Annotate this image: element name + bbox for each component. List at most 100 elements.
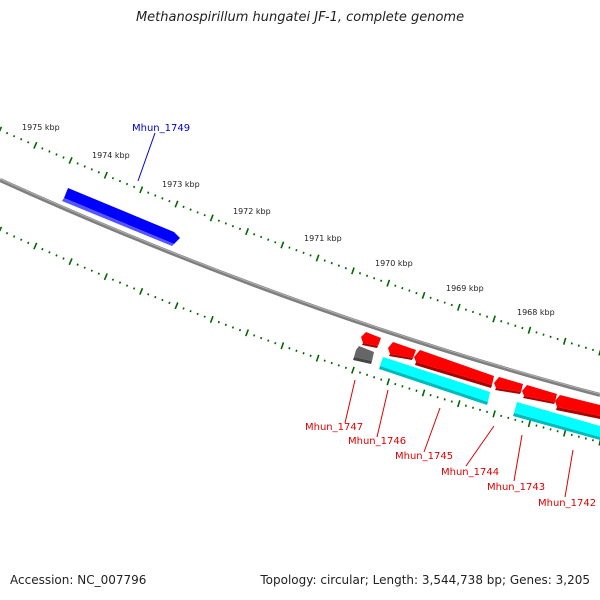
minor-tick <box>12 235 16 238</box>
minor-tick <box>154 194 157 197</box>
minor-tick <box>443 398 446 401</box>
genome-backbone-highlight <box>0 178 600 395</box>
minor-tick <box>90 168 93 171</box>
gene-mhun-1749[interactable] <box>62 188 180 246</box>
minor-tick <box>76 263 79 266</box>
minor-tick <box>556 337 559 341</box>
minor-tick <box>450 303 453 307</box>
minor-tick <box>182 205 185 209</box>
minor-tick <box>309 254 312 257</box>
minor-tick <box>478 408 482 412</box>
minor-tick <box>97 171 100 174</box>
minor-tick <box>111 278 115 281</box>
minor-tick <box>260 336 263 340</box>
gene-label-mhun-1746[interactable]: Mhun_1746 <box>348 436 406 447</box>
minor-tick <box>161 197 164 200</box>
minor-tick <box>48 251 51 254</box>
minor-tick <box>182 307 185 310</box>
label-leaders <box>137 132 574 498</box>
minor-tick <box>471 310 475 314</box>
major-tick <box>386 378 391 386</box>
minor-tick <box>295 249 298 252</box>
minor-tick <box>132 185 136 189</box>
genome-summary: Topology: circular; Length: 3,544,738 bp… <box>260 573 590 587</box>
minor-tick <box>62 257 65 260</box>
major-tick <box>0 126 3 132</box>
minor-tick <box>5 231 9 235</box>
major-tick <box>421 291 426 299</box>
minor-tick <box>577 435 580 438</box>
scale-label-1968: 1968 kbp <box>517 308 555 317</box>
minor-tick <box>358 272 362 275</box>
gene-mhun-1746[interactable] <box>388 342 416 360</box>
rna-feature[interactable] <box>353 346 374 364</box>
minor-tick <box>217 320 220 324</box>
gene-mhun-1742[interactable] <box>555 395 600 419</box>
minor-tick <box>196 211 199 214</box>
minor-tick <box>549 335 552 339</box>
minor-tick <box>429 393 432 397</box>
minor-tick <box>27 141 30 144</box>
cds-feature-1[interactable] <box>379 357 490 405</box>
major-tick <box>33 141 38 149</box>
gene-mhun-1744[interactable] <box>494 377 523 394</box>
gene-label-mhun-1744[interactable]: Mhun_1744 <box>441 467 499 478</box>
gene-labels: Mhun_1749 Mhun_1747 Mhun_1746 Mhun_1745 … <box>132 123 596 509</box>
major-tick <box>315 254 320 262</box>
minor-tick <box>408 289 411 292</box>
minor-tick <box>507 416 510 420</box>
major-tick <box>492 410 496 418</box>
major-tick <box>386 279 391 287</box>
minor-tick <box>584 346 587 349</box>
minor-tick <box>55 254 58 257</box>
cds-feature-2[interactable] <box>513 402 600 440</box>
minor-tick <box>238 227 242 231</box>
minor-tick <box>295 349 298 352</box>
minor-tick <box>217 219 220 222</box>
minor-tick <box>486 410 489 414</box>
major-tick <box>351 366 355 374</box>
minor-tick <box>83 266 86 269</box>
minor-tick <box>12 134 16 138</box>
major-tick <box>174 302 179 310</box>
major-tick <box>351 267 355 275</box>
major-tick <box>527 420 532 428</box>
minor-tick <box>542 426 545 429</box>
gene-mhun-1743[interactable] <box>522 385 557 404</box>
minor-tick <box>415 389 418 392</box>
major-tick <box>209 315 214 323</box>
gene-mhun-1745[interactable] <box>414 350 494 388</box>
gene-label-mhun-1749[interactable]: Mhun_1749 <box>132 123 190 134</box>
major-tick <box>527 326 532 334</box>
major-tick <box>421 389 426 397</box>
gene-label-mhun-1747[interactable]: Mhun_1747 <box>305 422 363 433</box>
minor-tick <box>189 309 192 313</box>
minor-tick <box>76 162 79 165</box>
gene-label-mhun-1745[interactable]: Mhun_1745 <box>395 451 453 462</box>
gene-label-mhun-1743[interactable]: Mhun_1743 <box>487 482 545 493</box>
minor-tick <box>253 334 256 337</box>
minor-tick <box>337 264 340 267</box>
minor-tick <box>521 420 524 423</box>
major-tick <box>315 354 320 362</box>
minor-tick <box>344 267 347 270</box>
minor-tick <box>401 385 404 388</box>
major-tick <box>139 186 144 194</box>
minor-tick <box>380 378 383 381</box>
major-tick <box>563 429 567 437</box>
inner-scale-ring <box>0 226 600 446</box>
major-tick <box>598 438 600 446</box>
minor-tick <box>189 208 192 211</box>
map-title: Methanospirillum hungatei JF-1, complete… <box>135 10 465 25</box>
minor-tick <box>429 296 432 300</box>
major-tick <box>456 303 461 311</box>
major-tick <box>103 171 108 179</box>
gene-label-mhun-1742[interactable]: Mhun_1742 <box>538 498 596 509</box>
minor-tick <box>485 315 489 318</box>
minor-tick <box>161 298 164 302</box>
gene-mhun-1747[interactable] <box>361 332 381 348</box>
minor-tick <box>521 326 524 330</box>
minor-tick <box>436 299 439 302</box>
major-tick <box>280 241 285 249</box>
